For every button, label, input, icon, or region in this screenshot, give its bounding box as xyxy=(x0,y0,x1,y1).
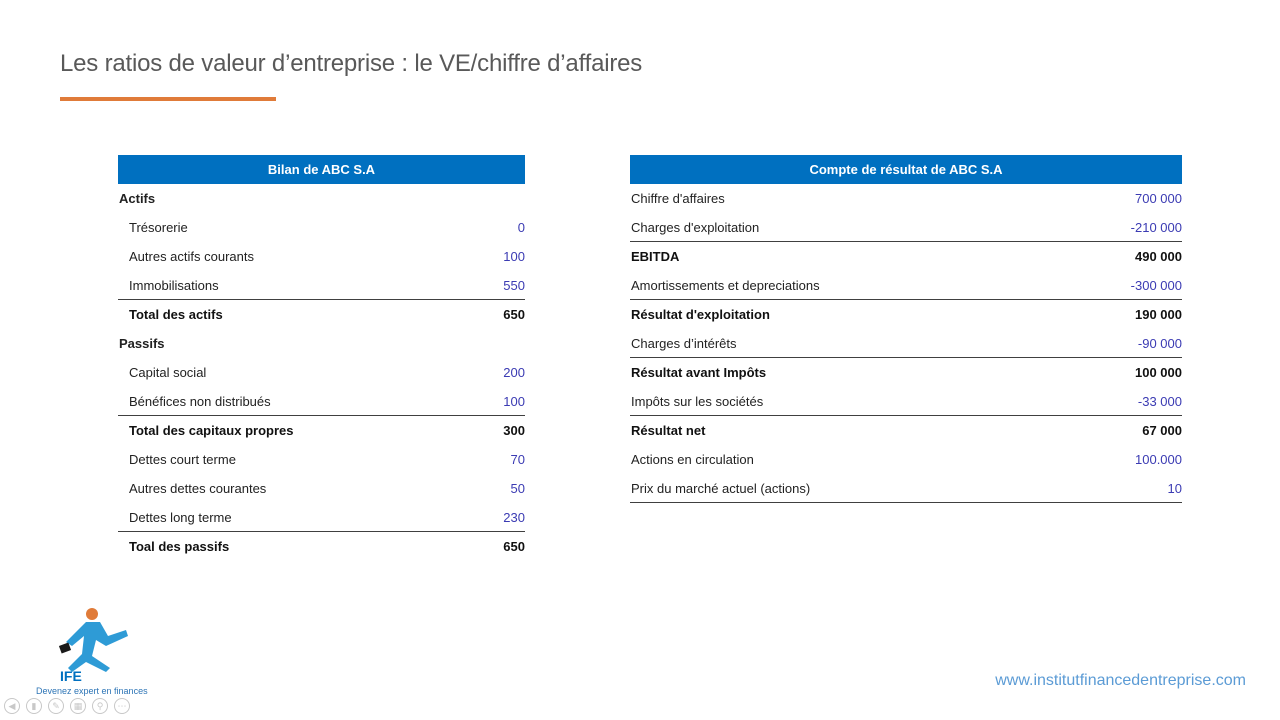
table-row: Capital social 200 xyxy=(118,358,525,387)
table-row: Immobilisations 550 xyxy=(118,271,525,300)
table-row: Toal des passifs 650 xyxy=(118,532,525,561)
table-row: Charges d’intérêts -90 000 xyxy=(630,329,1182,358)
row-label: Impôts sur les sociétés xyxy=(631,393,764,409)
row-value: -33 000 xyxy=(1137,393,1182,409)
row-value: -90 000 xyxy=(1137,335,1182,351)
row-value: 70 xyxy=(510,452,525,467)
row-value: 100 000 xyxy=(1135,365,1182,380)
row-value: 100 xyxy=(503,249,525,264)
row-value: 490 000 xyxy=(1135,249,1182,264)
balance-sheet-table: Bilan de ABC S.A Actifs Trésorerie 0 Autr… xyxy=(118,155,525,561)
row-label: Dettes court terme xyxy=(129,452,236,467)
row-label: Autres actifs courants xyxy=(129,249,254,264)
row-value: 300 xyxy=(503,423,525,438)
row-value: 190 000 xyxy=(1135,307,1182,322)
row-label: Résultat net xyxy=(631,423,706,438)
row-label: Bénéfices non distribués xyxy=(129,393,271,409)
zoom-icon[interactable]: ⚲ xyxy=(92,698,108,714)
row-value: 230 xyxy=(503,509,525,525)
row-value: 550 xyxy=(503,277,525,293)
table-row: EBITDA 490 000 xyxy=(630,242,1182,271)
pages-icon[interactable]: ▮ xyxy=(26,698,42,714)
row-label: Capital social xyxy=(129,365,207,380)
row-label: Actifs xyxy=(119,191,156,206)
row-value: 650 xyxy=(503,307,525,322)
row-label: Passifs xyxy=(119,336,165,351)
table-row: Actions en circulation 100.000 xyxy=(630,445,1182,474)
row-value: 0 xyxy=(517,220,525,235)
table-row: Amortissements et depreciations -300 000 xyxy=(630,271,1182,300)
row-label: Charges d'exploitation xyxy=(631,219,760,235)
row-label: Toal des passifs xyxy=(129,539,230,554)
table-row: Dettes court terme 70 xyxy=(118,445,525,474)
row-value: 50 xyxy=(510,481,525,496)
title-underline xyxy=(60,97,276,101)
table-row: Autres actifs courants 100 xyxy=(118,242,525,271)
table-row: Impôts sur les sociétés -33 000 xyxy=(630,387,1182,416)
row-label: Chiffre d'affaires xyxy=(631,191,725,206)
row-value: 200 xyxy=(503,365,525,380)
row-label: Trésorerie xyxy=(129,220,188,235)
row-label: Autres dettes courantes xyxy=(129,481,267,496)
income-statement-header: Compte de résultat de ABC S.A xyxy=(630,155,1182,184)
pen-icon[interactable]: ✎ xyxy=(48,698,64,714)
logo-tagline: Devenez expert en finances xyxy=(36,686,148,696)
table-row: Résultat net 67 000 xyxy=(630,416,1182,445)
row-label: Prix du marché actuel (actions) xyxy=(631,480,811,496)
row-value: 10 xyxy=(1167,480,1182,496)
website-link[interactable]: www.institutfinancedentreprise.com xyxy=(995,672,1246,689)
prev-icon[interactable]: ◀ xyxy=(4,698,20,714)
table-row: Trésorerie 0 xyxy=(118,213,525,242)
table-row: Prix du marché actuel (actions) 10 xyxy=(630,474,1182,503)
table-row: Total des actifs 650 xyxy=(118,300,525,329)
ife-logo-icon xyxy=(58,608,128,672)
row-label: Dettes long terme xyxy=(129,509,232,525)
row-label: Actions en circulation xyxy=(631,452,754,467)
table-row: Actifs xyxy=(118,184,525,213)
row-value: 100.000 xyxy=(1135,452,1182,467)
row-value: -300 000 xyxy=(1130,277,1182,293)
row-value: -210 000 xyxy=(1130,219,1182,235)
row-label: Résultat d'exploitation xyxy=(631,307,770,322)
row-label: Total des capitaux propres xyxy=(129,423,294,438)
row-value: 700 000 xyxy=(1135,191,1182,206)
income-statement-table: Compte de résultat de ABC S.A Chiffre d'… xyxy=(630,155,1182,503)
table-row: Autres dettes courantes 50 xyxy=(118,474,525,503)
table-row: Passifs xyxy=(118,329,525,358)
row-value: 650 xyxy=(503,539,525,554)
more-icon[interactable]: ⋯ xyxy=(114,698,130,714)
row-value: 100 xyxy=(503,393,525,409)
balance-sheet-header: Bilan de ABC S.A xyxy=(118,155,525,184)
row-label: Amortissements et depreciations xyxy=(631,277,820,293)
table-row: Résultat avant Impôts 100 000 xyxy=(630,358,1182,387)
row-label: EBITDA xyxy=(631,249,680,264)
row-value: 67 000 xyxy=(1142,423,1182,438)
row-label: Immobilisations xyxy=(129,277,219,293)
row-label: Total des actifs xyxy=(129,307,223,322)
row-label: Résultat avant Impôts xyxy=(631,365,767,380)
slideshow-controls: ◀ ▮ ✎ ▦ ⚲ ⋯ xyxy=(4,698,130,714)
table-row: Résultat d'exploitation 190 000 xyxy=(630,300,1182,329)
slide-title: Les ratios de valeur d’entreprise : le V… xyxy=(60,50,643,77)
table-row: Charges d'exploitation -210 000 xyxy=(630,213,1182,242)
row-label: Charges d’intérêts xyxy=(631,335,737,351)
table-row: Dettes long terme 230 xyxy=(118,503,525,532)
logo-text: IFE xyxy=(60,668,82,684)
table-row: Chiffre d'affaires 700 000 xyxy=(630,184,1182,213)
slides-icon[interactable]: ▦ xyxy=(70,698,86,714)
table-row: Bénéfices non distribués 100 xyxy=(118,387,525,416)
table-row: Total des capitaux propres 300 xyxy=(118,416,525,445)
